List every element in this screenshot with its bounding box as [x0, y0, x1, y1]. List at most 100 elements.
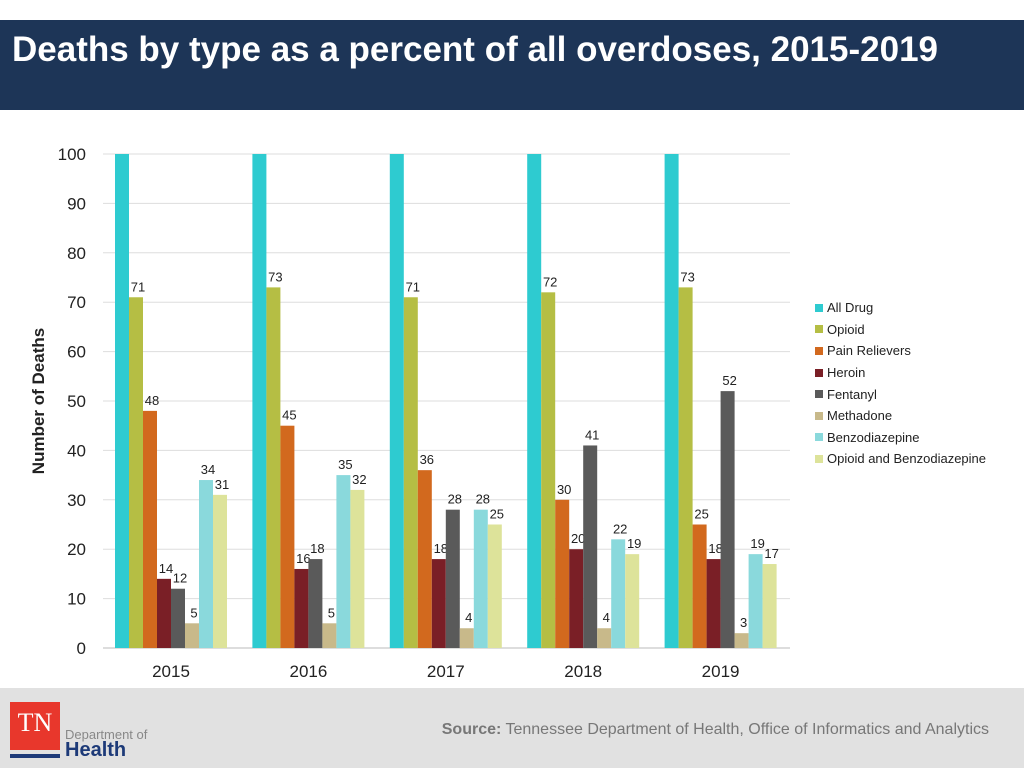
- data-label: 4: [465, 610, 472, 625]
- data-label: 17: [764, 546, 778, 561]
- data-label: 25: [694, 507, 708, 522]
- legend-label: Opioid and Benzodiazepine: [827, 451, 987, 467]
- legend-item: Methadone: [815, 405, 986, 427]
- bar-opioid-and-benzodiazepine: [213, 494, 227, 648]
- tn-logo: [10, 702, 60, 750]
- legend-swatch: [815, 303, 823, 312]
- bar-benzodiazepine: [199, 480, 213, 648]
- source-label: Source:: [441, 721, 502, 738]
- bar-heroin: [157, 578, 171, 648]
- data-label: 73: [680, 269, 694, 284]
- bar-methadone: [459, 628, 474, 648]
- legend-label: All Drug: [827, 300, 874, 316]
- data-label: 34: [201, 462, 215, 477]
- legend-item: Fentanyl: [815, 383, 986, 405]
- x-tick-label: 2017: [427, 662, 465, 681]
- y-tick-label: 50: [67, 392, 86, 411]
- bar-fentanyl: [720, 391, 735, 648]
- bar-opioid-and-benzodiazepine: [487, 524, 502, 648]
- legend-item: All Drug: [815, 297, 986, 319]
- y-tick-label: 80: [67, 244, 86, 263]
- data-label: 73: [268, 269, 282, 284]
- data-label: 19: [750, 536, 764, 551]
- bar-methadone: [597, 628, 612, 648]
- bar-opioid: [403, 297, 418, 648]
- legend-label: Heroin: [827, 365, 866, 381]
- x-tick-label: 2019: [702, 662, 740, 681]
- data-label: 12: [173, 571, 187, 586]
- data-label: 18: [434, 541, 448, 556]
- bar-all-drug: [664, 154, 679, 648]
- y-tick-label: 10: [67, 590, 86, 609]
- legend-item: Pain Relievers: [815, 340, 986, 362]
- bar-fentanyl: [583, 445, 598, 648]
- legend-label: Methadone: [827, 408, 893, 424]
- data-label: 48: [145, 393, 159, 408]
- bar-fentanyl: [308, 559, 323, 648]
- source-text: Tennessee Department of Health, Office o…: [505, 721, 989, 738]
- x-tick-label: 2015: [152, 662, 190, 681]
- bar-heroin: [706, 559, 721, 648]
- bar-methadone: [734, 633, 749, 648]
- x-tick-label: 2016: [289, 662, 327, 681]
- legend-label: Pain Relievers: [827, 343, 911, 359]
- data-label: 52: [722, 373, 736, 388]
- bar-all-drug: [252, 154, 267, 648]
- y-tick-label: 100: [58, 145, 86, 164]
- bar-all-drug: [527, 154, 542, 648]
- title-bar: [0, 20, 1024, 110]
- data-label: 36: [420, 452, 434, 467]
- bar-fentanyl: [445, 509, 460, 648]
- legend-swatch: [815, 433, 823, 442]
- legend-swatch: [815, 368, 823, 377]
- bar-opioid: [678, 287, 693, 648]
- data-label: 3: [740, 615, 747, 630]
- data-label: 30: [557, 482, 571, 497]
- data-label: 18: [708, 541, 722, 556]
- data-label: 45: [282, 408, 296, 423]
- data-label: 41: [585, 427, 599, 442]
- y-tick-label: 40: [67, 441, 86, 460]
- bar-fentanyl: [171, 588, 185, 648]
- legend-swatch: [815, 390, 823, 399]
- data-label: 35: [338, 457, 352, 472]
- data-label: 18: [310, 541, 324, 556]
- legend: All Drug Opioid Pain Relievers Heroin Fentan…: [815, 297, 986, 470]
- data-label: 4: [603, 610, 610, 625]
- data-label: 71: [131, 279, 145, 294]
- data-label: 25: [490, 507, 504, 522]
- data-label: 5: [328, 605, 335, 620]
- data-label: 16: [296, 551, 310, 566]
- bar-opioid-and-benzodiazepine: [625, 554, 640, 648]
- footer: [0, 688, 1024, 768]
- bar-opioid: [266, 287, 281, 648]
- bar-heroin: [569, 549, 584, 648]
- bar-benzodiazepine: [473, 509, 488, 648]
- bar-opioid: [129, 297, 143, 648]
- legend-label: Benzodiazepine: [827, 429, 920, 445]
- bar-pain-relievers: [692, 524, 707, 648]
- data-label: 20: [571, 531, 585, 546]
- data-label: 28: [448, 492, 462, 507]
- logo-underline: [10, 754, 60, 758]
- data-label: 19: [627, 536, 641, 551]
- page-title: Deaths by type as a percent of all overd…: [12, 30, 938, 69]
- legend-item: Opioid: [815, 319, 986, 341]
- bar-pain-relievers: [280, 425, 295, 648]
- data-label: 72: [543, 274, 557, 289]
- source-note: Source: Tennessee Department of Health, …: [442, 721, 989, 739]
- data-label: 22: [613, 521, 627, 536]
- bar-benzodiazepine: [748, 554, 763, 648]
- bar-benzodiazepine: [336, 475, 351, 648]
- legend-item: Heroin: [815, 362, 986, 384]
- legend-swatch: [815, 325, 823, 334]
- y-tick-label: 30: [67, 491, 86, 510]
- y-tick-label: 60: [67, 343, 86, 362]
- legend-swatch: [815, 454, 823, 463]
- data-label: 28: [476, 492, 490, 507]
- bar-pain-relievers: [143, 410, 157, 648]
- y-tick-label: 20: [67, 540, 86, 559]
- bar-opioid: [541, 292, 556, 648]
- logo-department: Department of: [65, 727, 148, 742]
- bar-all-drug: [389, 154, 404, 648]
